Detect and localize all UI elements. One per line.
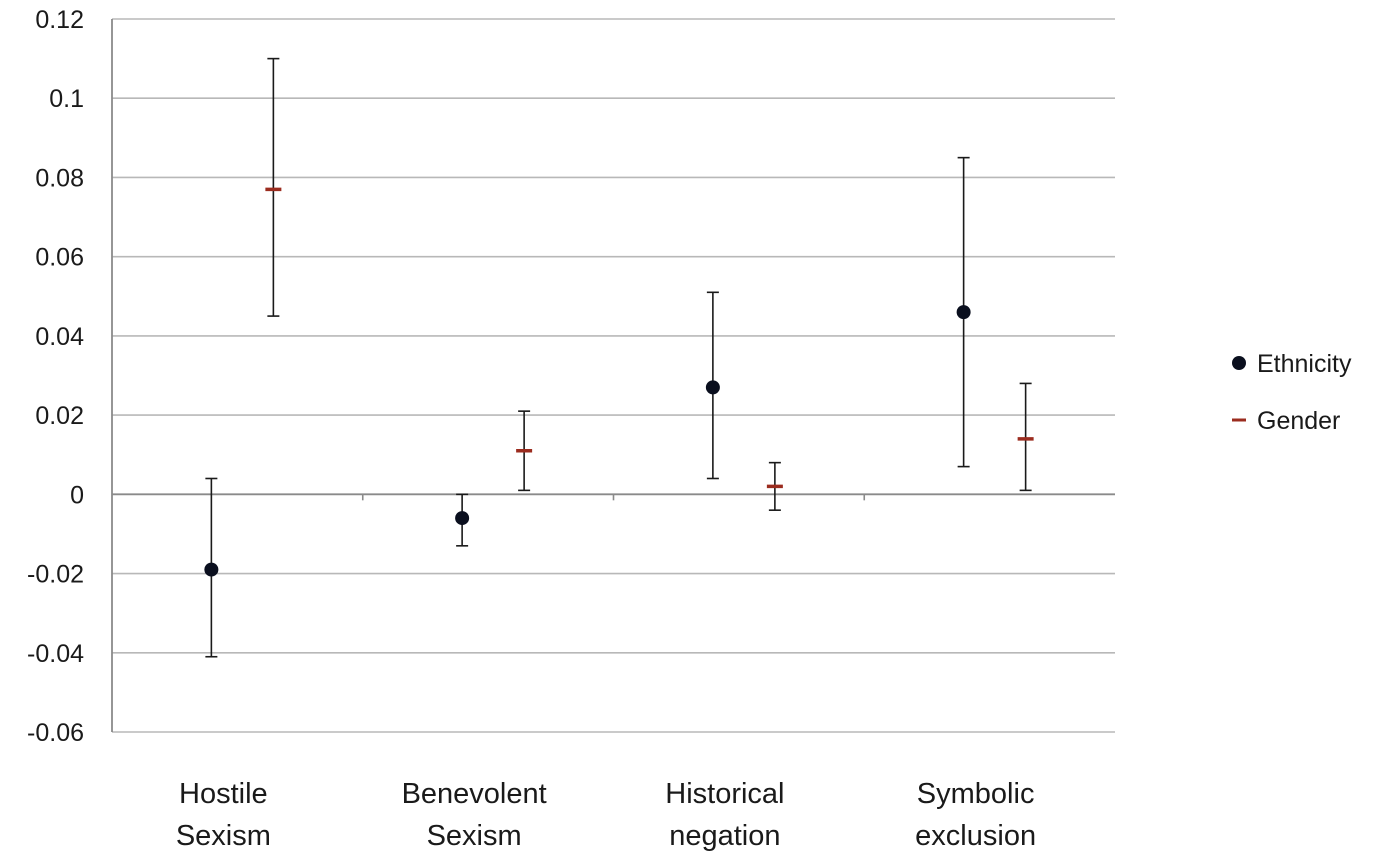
- y-tick-label: 0.12: [35, 6, 84, 34]
- y-tick-label: 0.08: [35, 164, 84, 192]
- category-label: Hostile: [179, 778, 268, 810]
- gridlines: [112, 18, 1115, 733]
- category-label: Symbolic: [917, 778, 1035, 810]
- legend-label-gender: Gender: [1257, 407, 1340, 435]
- y-tick-label: 0.04: [35, 323, 84, 351]
- legend: Ethnicity Gender: [1232, 350, 1352, 435]
- legend-marker-ethnicity: [1232, 356, 1246, 370]
- data-point: [204, 562, 219, 577]
- data-point: [956, 305, 971, 320]
- data-series: [204, 57, 1034, 658]
- category-label: exclusion: [915, 820, 1036, 852]
- y-tick-label: 0.06: [35, 244, 84, 272]
- category-label: Historical: [665, 778, 784, 810]
- x-axis-category-labels: Hostile Sexism Benevolent Sexism Historical n…: [176, 778, 1036, 852]
- y-tick-label: 0: [70, 481, 84, 509]
- y-axis-tick-labels: 0.12 0.1 0.08 0.06 0.04 0.02 0 -0.02 -0.04 -0.06: [27, 6, 84, 747]
- data-point: [455, 511, 470, 526]
- legend-label-ethnicity: Ethnicity: [1257, 350, 1352, 378]
- axes: [111, 19, 1115, 732]
- data-point: [705, 380, 720, 395]
- series-ethnicity: [204, 156, 971, 658]
- y-tick-label: -0.04: [27, 640, 84, 668]
- category-label: Benevolent: [402, 778, 547, 810]
- category-label: negation: [669, 820, 780, 852]
- y-tick-label: 0.02: [35, 402, 84, 430]
- series-gender: [265, 57, 1034, 511]
- y-tick-label: -0.06: [27, 719, 84, 747]
- y-tick-label: -0.02: [27, 561, 84, 589]
- y-tick-label: 0.1: [49, 85, 84, 113]
- category-label: Sexism: [427, 820, 522, 852]
- category-label: Sexism: [176, 820, 271, 852]
